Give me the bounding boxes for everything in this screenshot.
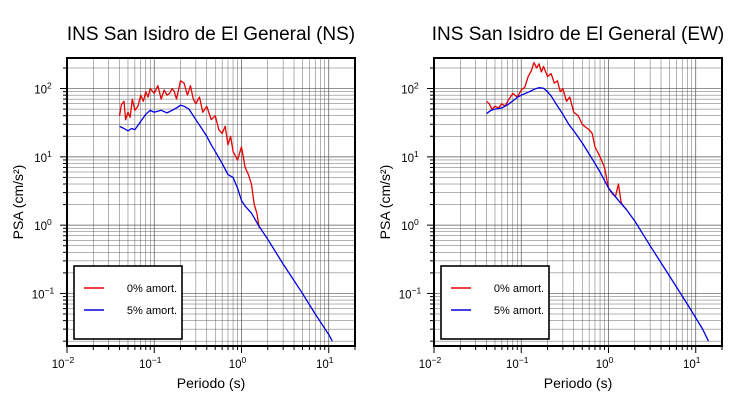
- x-axis-label: Periodo (s): [177, 375, 245, 391]
- y-tick-label: 10−1: [32, 285, 55, 301]
- y-tick-label: 101: [401, 149, 419, 165]
- legend-box: [440, 265, 550, 340]
- series-line-damped: [486, 87, 710, 342]
- legend: 0% amort. 5% amort.: [440, 265, 550, 340]
- x-tick-label: 10−1: [139, 355, 162, 371]
- plot-area: [486, 61, 710, 342]
- plot-area: [118, 80, 333, 342]
- x-tick-label: 101: [316, 355, 334, 371]
- plot-frame: [66, 57, 356, 347]
- x-tick-label: 101: [683, 355, 701, 371]
- x-tick-label: 10−2: [419, 355, 442, 371]
- y-tick-label: 10−1: [399, 285, 422, 301]
- series-line-undamped: [486, 61, 627, 210]
- x-tick-labels: 10−2 10−1 100 101: [52, 355, 334, 371]
- chart-title: INS San Isidro de El General (EW): [432, 24, 725, 45]
- x-tick-label: 10−1: [506, 355, 529, 371]
- x-axis-label: Periodo (s): [544, 375, 612, 391]
- legend-label: 0% amort.: [127, 283, 177, 295]
- y-tick-labels: 10−1 100 101 102: [32, 81, 55, 302]
- legend-label: 5% amort.: [494, 305, 544, 317]
- y-tick-label: 100: [34, 217, 52, 233]
- legend-box: [73, 265, 183, 340]
- y-tick-labels: 10−1 100 101 102: [399, 81, 422, 302]
- legend-label: 5% amort.: [127, 305, 177, 317]
- x-tick-label: 100: [229, 355, 247, 371]
- legend: 0% amort. 5% amort.: [73, 265, 183, 340]
- x-tick-label: 100: [596, 355, 614, 371]
- plot-frame: [433, 57, 723, 347]
- chart-title: INS San Isidro de El General (NS): [67, 24, 355, 45]
- x-tick-labels: 10−2 10−1 100 101: [419, 355, 701, 371]
- y-axis-label: PSA (cm/s²): [377, 165, 393, 240]
- x-tick-label: 10−2: [52, 355, 75, 371]
- y-tick-label: 102: [401, 81, 419, 97]
- chart-panel-ns: INS San Isidro de El General (NS)10−2 10−…: [10, 24, 356, 391]
- y-tick-label: 102: [34, 81, 52, 97]
- legend-label: 0% amort.: [494, 283, 544, 295]
- series-line-damped: [119, 104, 333, 342]
- axis-ticks: [60, 67, 356, 353]
- series-line-undamped: [118, 80, 260, 229]
- grid: [66, 58, 356, 346]
- y-tick-label: 101: [34, 149, 52, 165]
- y-tick-label: 100: [401, 217, 419, 233]
- y-axis-label: PSA (cm/s²): [10, 165, 26, 240]
- chart-panel-ew: INS San Isidro de El General (EW)10−2 10−…: [377, 24, 724, 391]
